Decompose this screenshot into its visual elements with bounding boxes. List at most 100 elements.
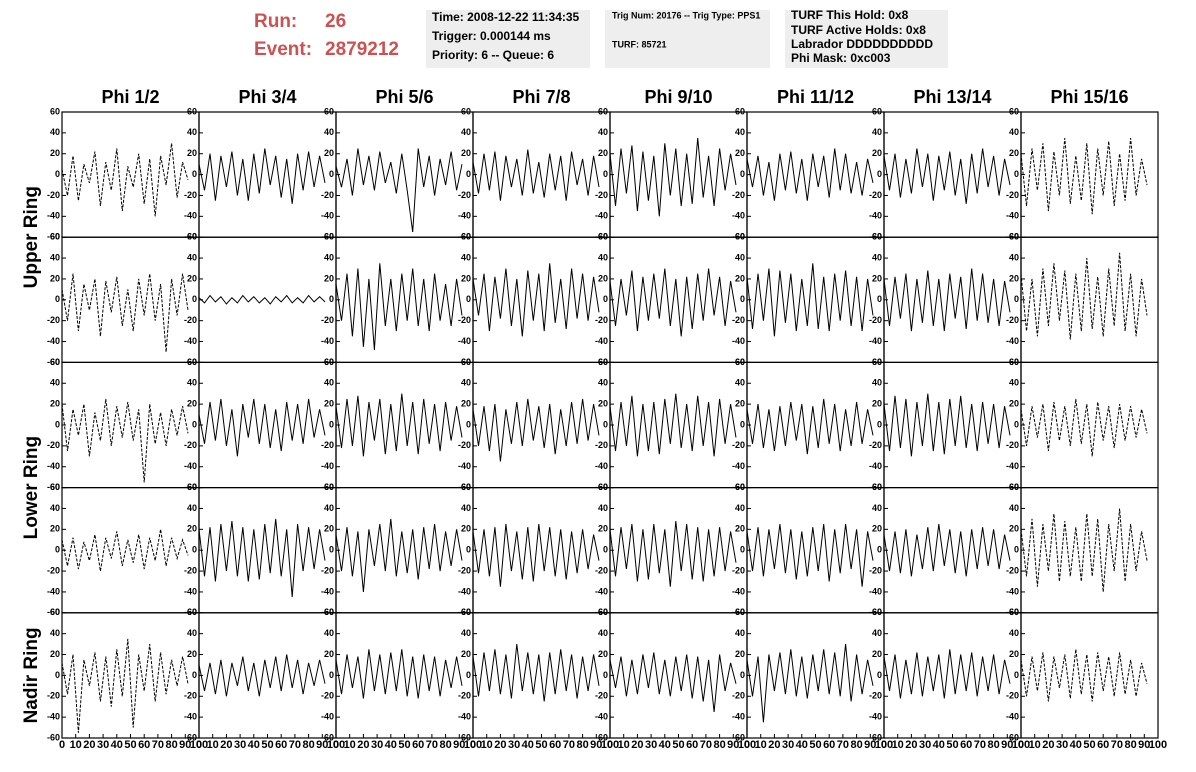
y-tick-label: -60 [184, 607, 197, 617]
run-label: Run: [254, 11, 297, 32]
x-tick-label: 10 [70, 739, 82, 751]
y-tick-label: -20 [595, 315, 608, 325]
x-tick-label: 90 [727, 739, 739, 751]
y-tick-label: -60 [595, 607, 608, 617]
x-tick-label: 100 [1012, 739, 1030, 751]
y-tick-label: 40 [187, 628, 197, 638]
x-tick-label: 0 [59, 739, 65, 751]
waveform [1020, 252, 1148, 340]
y-tick-label: 40 [461, 127, 471, 137]
y-tick-label: 0 [466, 545, 471, 555]
y-tick-label: -40 [184, 336, 197, 346]
y-tick-label: -40 [184, 586, 197, 596]
y-tick-label: 0 [740, 419, 745, 429]
y-tick-label: -20 [595, 565, 608, 575]
y-tick-label: 40 [872, 628, 882, 638]
y-tick-label: 20 [1009, 273, 1019, 283]
y-tick-label: 40 [1009, 628, 1019, 638]
x-tick-label: 40 [385, 739, 397, 751]
y-tick-label: 60 [324, 482, 334, 492]
y-tick-label: 0 [603, 545, 608, 555]
x-tick-label: 50 [398, 739, 410, 751]
run-value: 26 [325, 11, 346, 32]
y-tick-label: -20 [1006, 190, 1019, 200]
y-tick-label: 40 [187, 252, 197, 262]
x-tick-label: 70 [837, 739, 849, 751]
y-tick-label: 20 [187, 649, 197, 659]
y-tick-label: 40 [50, 378, 60, 388]
y-tick-label: 40 [187, 127, 197, 137]
y-tick-label: -60 [458, 357, 471, 367]
y-tick-label: 0 [740, 545, 745, 555]
x-tick-label: 90 [864, 739, 876, 751]
y-tick-label: 40 [461, 252, 471, 262]
x-tick-label: 50 [809, 739, 821, 751]
y-tick-label: -40 [595, 712, 608, 722]
waveform [746, 524, 874, 587]
y-tick-label: -60 [47, 357, 60, 367]
y-tick-label: 20 [872, 273, 882, 283]
x-tick-label: 20 [768, 739, 780, 751]
x-tick-label: 0 [196, 739, 202, 751]
y-tick-label: -40 [732, 211, 745, 221]
x-tick-label: 10 [618, 739, 630, 751]
y-tick-label: 20 [872, 148, 882, 158]
y-tick-label: 20 [324, 399, 334, 409]
y-tick-label: 20 [735, 273, 745, 283]
y-tick-label: -40 [1006, 211, 1019, 221]
panel-frame [746, 111, 885, 238]
y-tick-label: 60 [461, 232, 471, 242]
waveform [883, 649, 1011, 699]
y-tick-label: 40 [50, 503, 60, 513]
panel-frame [198, 111, 337, 238]
y-tick-label: 0 [55, 419, 60, 429]
y-tick-label: 0 [466, 670, 471, 680]
y-tick-label: -40 [595, 461, 608, 471]
y-tick-label: 0 [740, 169, 745, 179]
event-value: 2879212 [325, 39, 399, 60]
y-tick-label: -40 [47, 211, 60, 221]
y-tick-label: -20 [321, 190, 334, 200]
x-tick-label: 50 [535, 739, 547, 751]
y-tick-label: 60 [50, 607, 60, 617]
y-tick-label: 20 [598, 273, 608, 283]
y-tick-label: 20 [598, 524, 608, 534]
y-tick-label: 60 [872, 106, 882, 116]
y-tick-label: 20 [1009, 524, 1019, 534]
y-tick-label: -40 [1006, 712, 1019, 722]
y-tick-label: 40 [324, 252, 334, 262]
y-tick-label: -60 [869, 482, 882, 492]
y-tick-label: 60 [187, 482, 197, 492]
y-tick-label: 40 [1009, 503, 1019, 513]
waveform [883, 524, 1011, 577]
y-tick-label: -40 [47, 586, 60, 596]
y-tick-label: -20 [321, 691, 334, 701]
y-tick-label: 60 [598, 232, 608, 242]
x-tick-label: 10 [1029, 739, 1041, 751]
y-tick-label: -20 [732, 691, 745, 701]
y-tick-label: 0 [192, 169, 197, 179]
y-tick-label: 0 [603, 670, 608, 680]
y-tick-label: 0 [877, 670, 882, 680]
y-tick-label: -40 [732, 336, 745, 346]
y-tick-label: -20 [321, 565, 334, 575]
y-tick-label: -60 [184, 232, 197, 242]
y-tick-label: -20 [869, 565, 882, 575]
y-tick-label: -40 [321, 336, 334, 346]
y-tick-label: 0 [55, 545, 60, 555]
y-tick-label: -20 [184, 315, 197, 325]
x-tick-label: 90 [316, 739, 328, 751]
waveform [472, 398, 600, 462]
x-tick-label: 80 [302, 739, 314, 751]
y-tick-label: 40 [872, 503, 882, 513]
waveform [198, 294, 326, 305]
x-tick-label: 20 [83, 739, 95, 751]
y-tick-label: 40 [735, 252, 745, 262]
y-tick-label: 20 [1009, 148, 1019, 158]
waveform [746, 148, 874, 201]
x-tick-label: 100 [875, 739, 893, 751]
y-tick-label: 40 [1009, 378, 1019, 388]
x-tick-label: 60 [138, 739, 150, 751]
y-tick-label: 40 [735, 628, 745, 638]
y-tick-label: 20 [50, 649, 60, 659]
